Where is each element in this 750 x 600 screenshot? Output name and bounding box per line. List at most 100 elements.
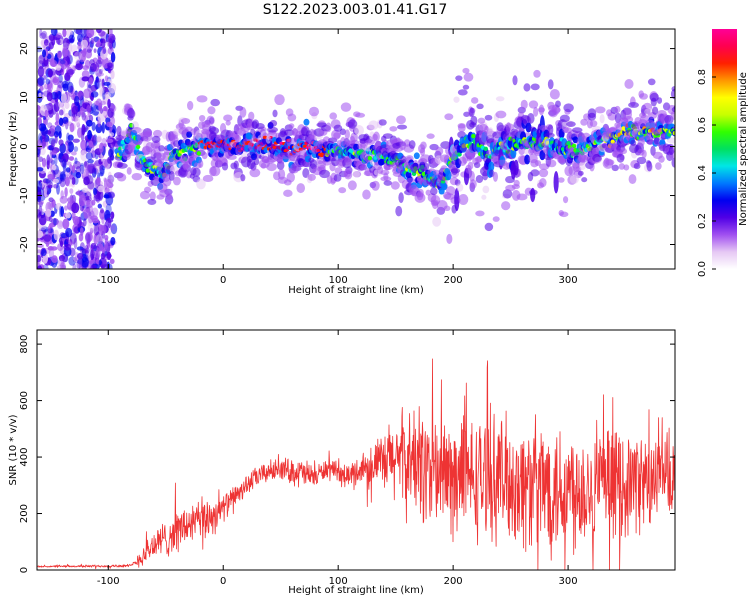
noise-blob [75, 63, 83, 71]
ridge-halo [628, 102, 639, 108]
noise-blob [71, 177, 76, 185]
noise-blob [71, 105, 79, 115]
ridge-halo [544, 132, 555, 138]
noise-blob [100, 252, 106, 260]
noise-blob [78, 194, 87, 207]
spectrogram-y-tick-label: 0 [19, 143, 30, 149]
noise-blob [93, 187, 97, 196]
ridge-halo [539, 124, 548, 131]
spectrogram-x-tick-label: 300 [559, 275, 578, 286]
ridge-halo [307, 173, 316, 181]
noise-blob [91, 111, 100, 116]
snr-y-tick-label: 600 [19, 391, 30, 410]
noise-blob [55, 112, 60, 124]
noise-blob [93, 79, 101, 90]
ridge-halo [147, 198, 157, 205]
ridge-halo [255, 123, 265, 130]
snr-x-tick-label: 200 [444, 576, 463, 587]
noise-blob [97, 185, 105, 193]
noise-blob [49, 158, 53, 164]
ridge-halo [257, 139, 269, 146]
noise-blob [65, 161, 72, 166]
ridge-halo [484, 222, 494, 232]
noise-blob [62, 153, 69, 163]
ridge-halo [329, 112, 338, 120]
ridge-halo [636, 156, 647, 165]
noise-blob [90, 264, 97, 269]
ridge-halo [226, 154, 237, 160]
noise-blob [38, 92, 42, 98]
noise-blob [88, 205, 94, 213]
ridge-halo [198, 159, 204, 169]
ridge-halo [455, 75, 463, 81]
ridge-halo [513, 179, 520, 187]
ridge-halo [420, 147, 426, 156]
snr-x-tick-label: 300 [559, 576, 578, 587]
ridge-halo [289, 163, 300, 174]
noise-blob [109, 35, 115, 44]
noise-blob [44, 109, 49, 118]
noise-blob [59, 262, 66, 269]
ridge-halo [209, 166, 217, 177]
ridge-halo [668, 146, 674, 156]
ridge-core [672, 130, 675, 136]
ridge-halo [599, 114, 605, 124]
ridge-halo [457, 89, 468, 96]
noise-blob [37, 46, 43, 53]
noise-blob [77, 33, 83, 43]
ridge-halo [476, 155, 482, 164]
ridge-halo [430, 187, 438, 196]
noise-blob [37, 189, 42, 199]
ridge-halo [383, 180, 393, 186]
ridge-halo [670, 110, 675, 120]
ridge-halo [565, 156, 573, 167]
ridge-halo [538, 104, 545, 116]
ridge-halo [471, 97, 479, 104]
ridge-halo [443, 205, 451, 212]
ridge-core [135, 144, 141, 150]
noise-blob [77, 127, 83, 138]
noise-blob [85, 233, 91, 244]
ridge-halo [333, 173, 342, 182]
noise-blob [65, 121, 73, 126]
ridge-halo [533, 69, 541, 78]
ridge-halo [362, 189, 371, 200]
ridge-halo [196, 178, 206, 190]
noise-blob [48, 197, 54, 203]
noise-blob [91, 36, 97, 44]
noise-blob [88, 84, 92, 89]
noise-blob [91, 167, 97, 178]
ridge-halo [149, 191, 156, 201]
noise-blob [99, 85, 105, 94]
noise-blob [100, 87, 104, 97]
noise-blob [51, 164, 57, 171]
ridge-halo [432, 216, 442, 227]
ridge-halo [418, 188, 424, 198]
noise-blob [84, 247, 90, 254]
ridge-halo [126, 167, 132, 175]
spectrogram-x-tick-label: 0 [220, 275, 226, 286]
noise-blob [105, 203, 112, 216]
noise-blob [81, 39, 89, 49]
noise-blob [101, 166, 106, 171]
noise-blob [58, 205, 63, 218]
noise-blob [57, 52, 62, 59]
noise-blob [103, 234, 109, 241]
noise-blob [68, 156, 75, 161]
noise-blob [73, 237, 78, 250]
ridge-halo [581, 177, 588, 183]
noise-blob [48, 222, 57, 228]
noise-blob [90, 242, 97, 250]
ridge-halo [578, 161, 587, 171]
ridge-halo [339, 128, 347, 136]
noise-blob [62, 83, 69, 92]
noise-blob [62, 47, 68, 58]
noise-blob [38, 201, 43, 208]
noise-blob [86, 199, 91, 206]
ridge-halo [559, 211, 569, 218]
ridge-core [471, 133, 476, 139]
ridge-halo [239, 106, 247, 118]
snr-y-tick-label: 800 [19, 335, 30, 354]
noise-blob [88, 195, 94, 200]
